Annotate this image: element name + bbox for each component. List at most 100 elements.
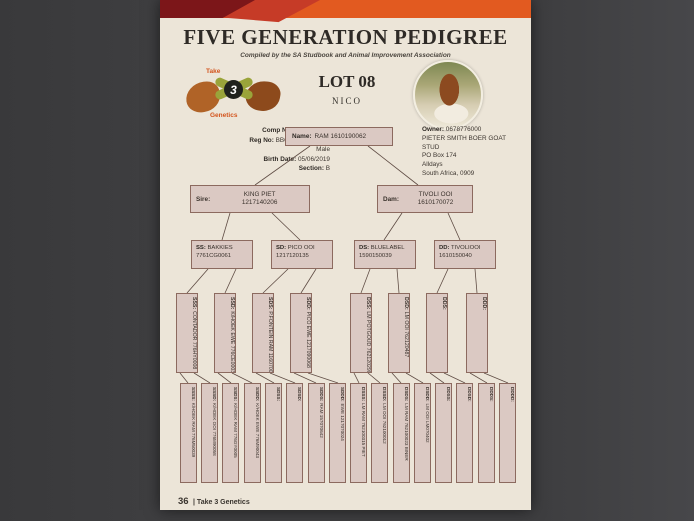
lot-number: LOT 08 [318,72,376,91]
dddd-label: DDDD: [510,387,515,402]
sd-box: SD: PICO OOI 1217120135 [271,240,333,269]
owner-line: STUD [422,143,440,151]
dam-number: 1610170072 [417,199,454,206]
ddsd-box: DDSD: [456,383,473,483]
ssd-label: SSD: [229,297,235,310]
sss-box: SSS:CONTADOR 776HY0008 [176,293,198,373]
sssd-value: K/HOEK OOI 776M90058 [212,403,217,456]
animal-name: NICO [332,96,362,106]
sdss-label: SDSS: [276,387,281,402]
dss-label: DSS: [365,297,371,310]
sddd-label: SDDD: [340,387,345,402]
ds-name: BLUELABEL [370,245,405,251]
ds-label: DS: [359,245,370,251]
sdds-value: RAM 157070642 [319,403,324,438]
page-footer: 36 | Take 3 Genetics [178,491,250,509]
dam-label: Dam: [383,195,399,203]
sds-box: SDS:P.FONTEIN RAM 116070015 [252,293,274,373]
sire-label: Sire: [196,195,211,203]
sd-label: SD: [276,245,287,251]
sdds-box: SDDS:RAM 157070642 [308,383,325,483]
owner-line: PO Box 174 [422,152,457,160]
ssds-value: K/HOEK RAM 776GY0005 [233,403,238,458]
dds-label: DDS: [441,297,447,310]
dam-box: Dam: TIVOLI OOI 1610170072 [377,185,473,213]
sire-box: Sire: KING PIET 1217140206 [190,185,310,213]
dssd-label: DSSD: [382,387,387,402]
footer-text: | Take 3 Genetics [193,499,250,506]
sss-value: CONTADOR 776HY0008 [191,311,197,370]
sds-label: SDS: [267,297,273,310]
owner-phone: 0678776000 [445,126,482,133]
dd-box: DD: TIVOLIOOI 1610150040 [434,240,496,269]
dsss-box: DSSS:LM RAM 762100315 PIET [350,383,367,483]
ddds-label: DDDS: [489,387,494,402]
dd-number: 1610150040 [439,253,472,259]
ssss-label: SSSS: [191,387,196,401]
birth-date-row: Birth Date: 05/06/2019 [160,155,330,165]
ds-box: DS: BLUELABEL 1590150039 [354,240,416,269]
take3-genetics-logo: Take 3 Genetics [180,66,288,126]
sdss-box: SDSS: [265,383,282,483]
name-box-value: RAM 1610190062 [314,133,367,140]
owner-details: Owner: 0678776000 PIETER SMITH BOER GOAT… [422,126,526,179]
pedigree-page: FIVE GENERATION PEDIGREE Compiled by the… [160,0,531,510]
dss-value: LM POTGOUD 762120290 [365,311,371,373]
ddsd-label: DDSD: [467,387,472,402]
ssdd-value: K/HOEK EWE 776M90043 [255,403,260,458]
birth-date-value: 05/06/2019 [298,155,330,163]
ds-number: 1590150039 [359,253,392,259]
ss-box: SS: BAKKIES 7761CG0061 [191,240,253,269]
dsss-label: DSSS: [361,387,366,402]
logo-number-badge: 3 [224,80,243,99]
dsd-box: DSD:LM OOI 762120487 [388,293,410,373]
dsdd-value: LM OOI LM070402 [425,403,430,443]
ssss-value: K/HOEK RAM 776M50039 [191,402,196,458]
ssss-box: SSSS:K/HOEK RAM 776M50039 [180,383,197,483]
sex-row: Male [160,145,330,155]
ddd-label: DDD: [481,297,487,310]
sdds-label: SDDS: [319,387,324,402]
ss-label: SS: [196,245,206,251]
page-subtitle: Compiled by the SA Studbook and Animal I… [240,52,451,59]
page-number: 36 [178,496,189,507]
goat-photo [413,60,483,130]
dds-box: DDS: [426,293,448,373]
sire-number: 1217140206 [241,199,278,206]
sddd-box: SDDD:EWE 1217070024 [329,383,346,483]
name-box-label: Name: [292,133,312,140]
dd-label: DD: [439,245,450,251]
section-row: Section: B [160,164,330,174]
sd-name: PICO OOI [287,245,315,251]
ssd-value: K/HOEK EWE 776CE0003 [229,311,235,373]
dd-name: TIVOLIOOI [451,245,481,251]
sire-name: KING PIET [243,190,276,198]
sssd-box: SSSD:K/HOEK OOI 776M90058 [201,383,218,483]
owner-line: Alldays [422,161,443,169]
dsd-label: DSD: [403,297,409,310]
sds-value: P.FONTEIN RAM 116070015 [267,311,273,373]
ssdd-label: SSDD: [255,387,260,402]
pedigree-connector-lines [179,145,509,384]
logo-word-top: Take [206,68,221,75]
ss-name: BAKKIES [207,245,233,251]
sdd-label: SDD: [305,297,311,310]
ddss-label: DDSS: [446,387,451,402]
sire-value: KING PIET 1217140206 [210,191,309,208]
owner-line: South Africa, 0909 [422,169,475,177]
sddd-value: EWE 1217070024 [340,403,345,441]
dsd-value: LM OOI 762120487 [403,311,409,358]
dssd-value: LM OOI 762100012 [382,403,387,444]
dsds-box: DSDS:LM RAM 762100023 BINER [393,383,410,483]
sdsd-label: SDSD: [297,387,302,402]
dddd-box: DDDD: [499,383,516,483]
dss-box: DSS:LM POTGOUD 762120290 [350,293,372,373]
birth-date-label: Birth Date: [263,155,297,163]
sdsd-box: SDSD: [286,383,303,483]
section-value: B [325,165,330,173]
sss-label: SSS: [191,297,197,310]
sssd-label: SSSD: [212,387,217,402]
ddss-box: DDSS: [435,383,452,483]
ss-number: 7761CG0061 [196,253,232,259]
dsdd-label: DSDD: [425,387,430,402]
